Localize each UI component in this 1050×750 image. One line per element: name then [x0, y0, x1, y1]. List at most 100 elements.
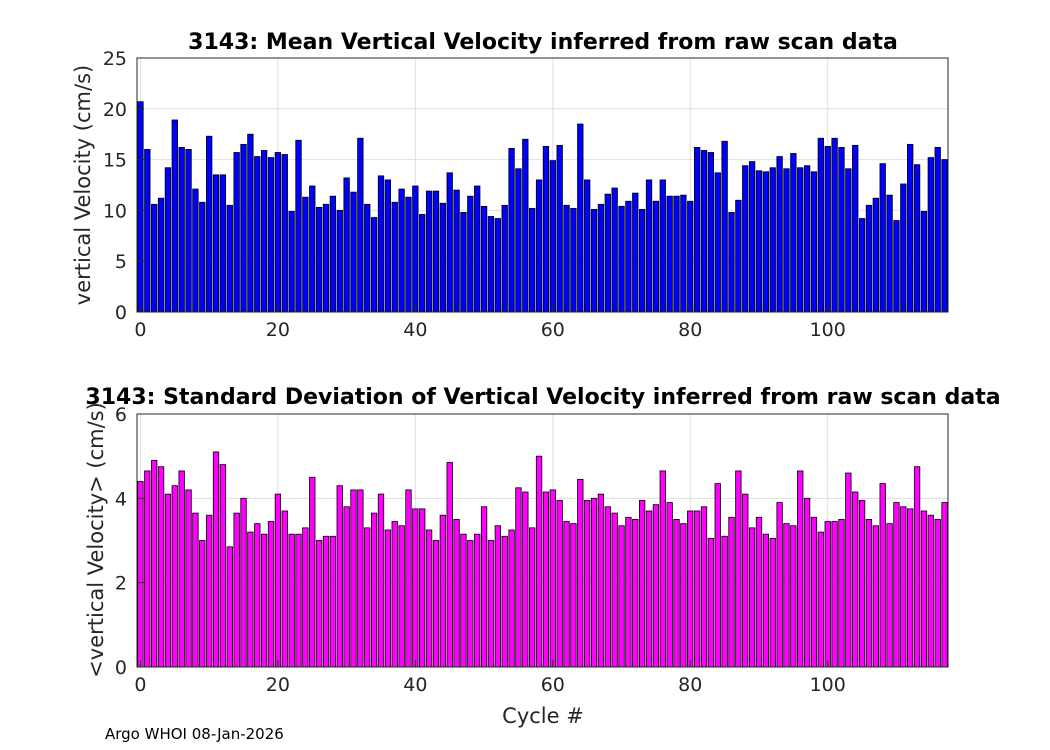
bar [535, 455, 543, 668]
bar [645, 179, 653, 313]
x-tick-labels: 0 20 40 60 80 100 [134, 674, 845, 696]
bar [267, 157, 275, 313]
bar [219, 174, 227, 313]
bar [336, 485, 343, 668]
bar [474, 533, 481, 668]
bar [315, 540, 323, 668]
bar [817, 137, 825, 313]
bar [322, 535, 330, 668]
std-velocity-chart: 0 20 40 60 80 100 0 2 4 6 3143: Standard Deviati… [84, 385, 1001, 728]
bar [254, 523, 261, 668]
bar [824, 145, 831, 313]
bar [487, 540, 495, 668]
bar [893, 502, 900, 668]
bar [913, 164, 921, 313]
bar [384, 529, 392, 668]
bar [735, 470, 742, 668]
bar [659, 470, 666, 668]
bar [913, 466, 921, 668]
x-tick-label: 60 [541, 674, 565, 696]
bar [432, 190, 440, 313]
bar [247, 531, 254, 668]
bar [171, 485, 178, 668]
bar [522, 491, 529, 668]
bar [920, 510, 928, 668]
y-tick-label: 2 [115, 573, 127, 595]
bar [370, 512, 378, 668]
bar-series [137, 101, 948, 313]
bar [900, 506, 907, 668]
x-tick-label: 40 [403, 674, 427, 696]
bar [185, 149, 192, 313]
bar [680, 523, 687, 668]
bar [391, 201, 398, 313]
y-tick-labels: 0 2 4 6 [115, 404, 127, 679]
bar [357, 137, 364, 313]
bar [460, 212, 467, 313]
bar [632, 192, 639, 313]
bar [522, 138, 529, 313]
bar [157, 466, 165, 668]
bar [501, 204, 508, 313]
x-tick-label: 0 [134, 319, 146, 341]
bar [494, 525, 501, 668]
bar [645, 510, 653, 668]
bar [900, 183, 907, 313]
bar [384, 179, 392, 313]
bar [735, 199, 742, 313]
bar [728, 516, 735, 668]
bar [652, 200, 660, 313]
bar [687, 510, 694, 668]
bar [247, 133, 254, 313]
bar [577, 478, 584, 668]
bar [274, 493, 282, 668]
bar [852, 491, 859, 668]
bar [604, 193, 611, 313]
bar [879, 163, 886, 313]
y-tick-labels: 0 5 10 15 20 25 [103, 48, 127, 324]
bar [748, 527, 756, 668]
bar [838, 519, 845, 668]
bar [219, 464, 227, 668]
bar [364, 527, 371, 668]
bar [267, 521, 275, 668]
axes-box [136, 413, 949, 668]
bar [439, 202, 446, 313]
bar [185, 489, 192, 668]
x-tick-label: 100 [810, 674, 846, 696]
bar [831, 137, 838, 313]
x-tick-label: 20 [266, 319, 290, 341]
bar [178, 147, 185, 313]
bar [776, 502, 783, 668]
bar [206, 514, 213, 668]
bar [563, 521, 570, 668]
y-tick-label: 15 [103, 150, 127, 172]
bar [240, 497, 247, 668]
bar [570, 523, 577, 668]
y-tick-label: 0 [115, 302, 127, 324]
bar [144, 149, 151, 313]
bar [597, 493, 605, 668]
bar [762, 533, 770, 668]
bar [707, 537, 715, 668]
bar [625, 200, 632, 313]
bar [212, 451, 220, 668]
bar [584, 500, 591, 668]
bar [192, 188, 199, 313]
bar [480, 205, 488, 313]
bar [927, 514, 934, 668]
bar [865, 519, 873, 668]
bar [212, 174, 220, 313]
bar [398, 188, 405, 313]
bar [151, 203, 158, 313]
bar [769, 167, 776, 313]
bar [542, 145, 550, 313]
bar [728, 212, 735, 313]
bar [494, 218, 501, 313]
bar [920, 211, 928, 313]
bar [755, 170, 763, 313]
bar [721, 535, 728, 668]
bar [439, 514, 446, 668]
bar [164, 167, 172, 313]
bar [226, 546, 233, 668]
